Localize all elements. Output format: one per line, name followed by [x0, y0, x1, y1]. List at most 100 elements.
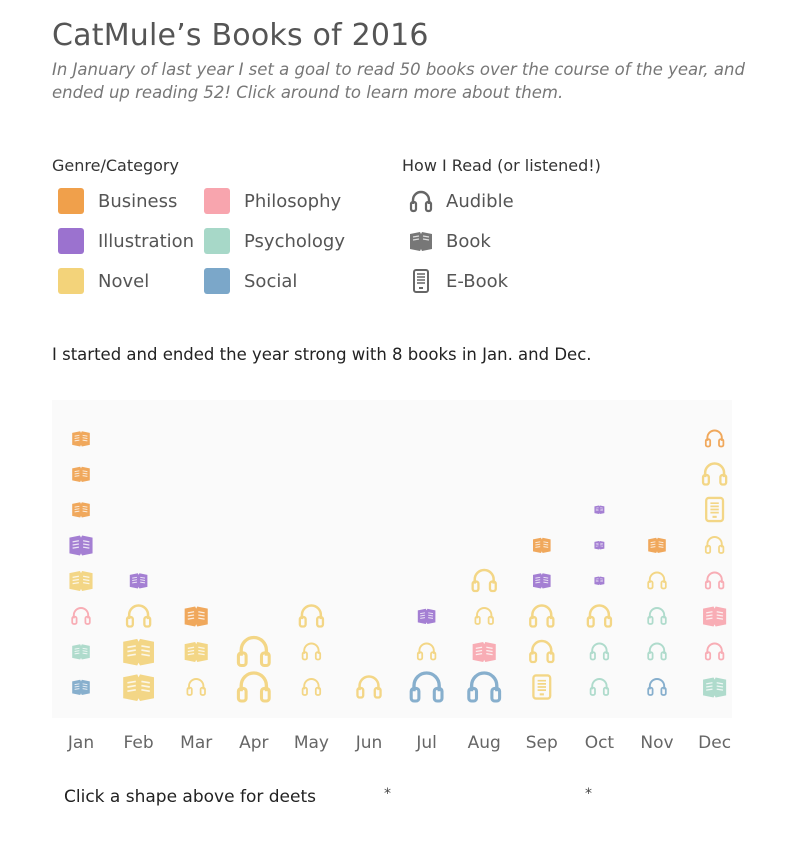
chart-note: I started and ended the year strong with…	[52, 345, 592, 364]
headphones-icon[interactable]	[586, 604, 613, 628]
headphones-icon[interactable]	[301, 642, 322, 661]
x-tick-label: Mar	[180, 733, 212, 753]
headphones-icon[interactable]	[301, 678, 322, 696]
book-icon[interactable]	[69, 535, 93, 556]
footer-asterisk: *	[585, 786, 592, 802]
legend-label: Audible	[446, 190, 514, 212]
legend-item-novel[interactable]: Novel	[58, 266, 149, 296]
legend-item-philosophy[interactable]: Philosophy	[204, 186, 341, 216]
headphones-icon[interactable]	[471, 568, 497, 593]
book-icon[interactable]	[72, 679, 90, 695]
legend-label: E-Book	[446, 270, 509, 292]
headphones-icon[interactable]	[704, 536, 725, 554]
headphones-icon[interactable]	[71, 607, 91, 625]
book-icon[interactable]	[648, 537, 666, 553]
headphones-icon[interactable]	[409, 671, 444, 703]
book-icon[interactable]	[69, 571, 93, 591]
psychology-swatch	[204, 228, 230, 254]
book-icon[interactable]	[533, 537, 551, 553]
legend-item-book[interactable]: Book	[408, 226, 491, 256]
headphones-icon[interactable]	[467, 671, 502, 703]
x-tick-label: Sep	[526, 733, 558, 753]
book-icon[interactable]	[123, 638, 154, 666]
x-tick-label: Jun	[355, 733, 383, 753]
legend-item-audible[interactable]: Audible	[408, 186, 514, 216]
headphones-icon[interactable]	[529, 604, 555, 628]
headphones-icon[interactable]	[236, 635, 271, 668]
headphones-icon[interactable]	[647, 678, 667, 696]
book-icon[interactable]	[72, 644, 90, 660]
footer-asterisk: *	[384, 786, 391, 802]
book-icon[interactable]	[184, 642, 208, 662]
headphones-icon[interactable]	[647, 607, 667, 625]
legend-label: Social	[244, 270, 298, 292]
books-chart: Jan Feb Mar Apr May Jun Jul Aug Sep Oct Nov Dec	[52, 400, 732, 753]
ereader-icon[interactable]	[532, 674, 552, 700]
headphones-icon[interactable]	[125, 604, 152, 628]
format-legend-title: How I Read (or listened!)	[402, 156, 601, 175]
headphones-icon[interactable]	[701, 462, 728, 486]
book-icon[interactable]	[184, 606, 208, 627]
book-icon[interactable]	[472, 642, 496, 662]
headphones-icon[interactable]	[416, 642, 437, 661]
book-icon[interactable]	[594, 576, 605, 585]
page-subtitle: In January of last year I set a goal to …	[52, 60, 745, 102]
headphones-icon[interactable]	[589, 678, 610, 696]
book-icon[interactable]	[594, 505, 605, 514]
headphones-icon[interactable]	[236, 671, 271, 703]
headphones-icon[interactable]	[647, 571, 667, 590]
headphones-icon[interactable]	[474, 607, 494, 625]
book-icon[interactable]	[72, 502, 90, 518]
x-tick-label: Oct	[585, 733, 615, 753]
headphones-icon[interactable]	[186, 678, 206, 696]
illustration-swatch	[58, 228, 84, 254]
book-icon[interactable]	[72, 466, 90, 482]
x-tick-label: Jan	[67, 733, 94, 753]
headphones-icon[interactable]	[529, 639, 555, 664]
x-tick-label: May	[294, 733, 329, 753]
x-tick-label: Feb	[124, 733, 154, 753]
philosophy-swatch	[204, 188, 230, 214]
book-icon[interactable]	[72, 431, 90, 447]
headphones-icon	[409, 190, 433, 213]
legend-label: Novel	[98, 270, 150, 292]
book-icon[interactable]	[129, 573, 148, 589]
open-book-icon	[410, 232, 432, 251]
social-swatch	[204, 268, 230, 294]
x-tick-label: Jul	[415, 733, 437, 753]
business-swatch	[58, 188, 84, 214]
headphones-icon[interactable]	[356, 675, 382, 699]
genre-legend-title: Genre/Category	[52, 156, 179, 175]
x-tick-label: Aug	[468, 733, 501, 753]
x-tick-label: Dec	[698, 733, 731, 753]
book-icon[interactable]	[533, 573, 551, 589]
legend-item-illustration[interactable]: Illustration	[58, 226, 194, 256]
headphones-icon[interactable]	[704, 642, 725, 661]
book-icon[interactable]	[594, 540, 605, 550]
page-title: CatMule’s Books of 2016	[52, 18, 429, 53]
x-tick-label: Nov	[640, 733, 673, 753]
legend-item-social[interactable]: Social	[204, 266, 297, 296]
book-icon[interactable]	[703, 606, 727, 627]
book-icon[interactable]	[703, 677, 727, 698]
x-tick-label: Apr	[239, 733, 268, 753]
book-icon[interactable]	[123, 674, 154, 701]
legend-item-psychology[interactable]: Psychology	[204, 226, 345, 256]
book-icon[interactable]	[417, 608, 436, 624]
ereader-icon[interactable]	[705, 496, 725, 523]
legend-label: Book	[446, 230, 491, 252]
headphones-icon[interactable]	[647, 642, 667, 661]
headphones-icon[interactable]	[704, 429, 725, 448]
headphones-icon[interactable]	[704, 571, 725, 590]
legend-item-business[interactable]: Business	[58, 186, 177, 216]
legend-label: Illustration	[98, 230, 195, 252]
headphones-icon[interactable]	[298, 604, 325, 628]
legend-label: Philosophy	[244, 190, 342, 212]
chart-plot-area	[52, 400, 732, 718]
legend-label: Psychology	[244, 230, 345, 252]
legend-label: Business	[98, 190, 178, 212]
novel-swatch	[58, 268, 84, 294]
legend-item-ebook[interactable]: E-Book	[408, 266, 508, 296]
headphones-icon[interactable]	[589, 642, 610, 661]
footer-hint: Click a shape above for deets	[64, 787, 316, 807]
